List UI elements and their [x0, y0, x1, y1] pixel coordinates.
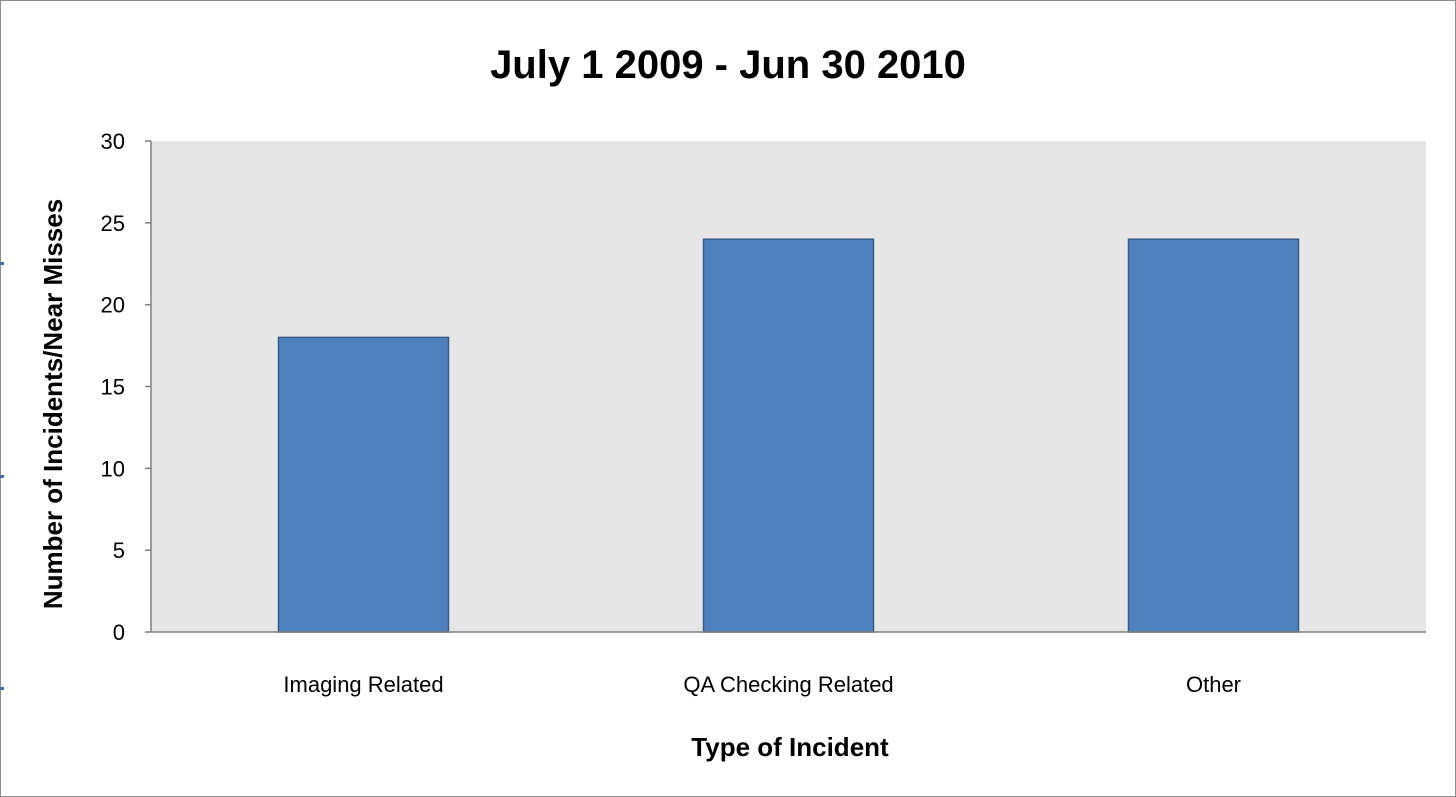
- y-tick-label: 0: [113, 620, 125, 645]
- y-tick-label: 30: [101, 129, 125, 154]
- y-tick-label: 20: [101, 293, 125, 318]
- chart-title: July 1 2009 - Jun 30 2010: [490, 43, 966, 87]
- y-tick-label: 15: [101, 375, 125, 400]
- edge-mark: [0, 687, 4, 690]
- x-tick-label: QA Checking Related: [683, 672, 893, 697]
- y-tick-label: 5: [113, 538, 125, 563]
- edge-mark: [0, 475, 4, 478]
- edge-mark: [0, 262, 4, 265]
- x-tick-label: Other: [1186, 672, 1241, 697]
- bar: [702, 238, 875, 633]
- x-tick-label: Imaging Related: [283, 672, 443, 697]
- bar: [1127, 238, 1300, 633]
- y-axis-title: Number of Incidents/Near Misses: [38, 199, 68, 609]
- bar: [277, 336, 450, 633]
- axes-layer: [145, 140, 1426, 633]
- x-axis-title: Type of Incident: [691, 732, 889, 762]
- y-tick-label: 10: [101, 456, 125, 481]
- x-tick-labels: Imaging Related QA Checking Related Other: [283, 672, 1241, 697]
- y-tick-label: 25: [101, 211, 125, 236]
- y-tick-labels: 0 5 10 15 20 25 30: [101, 129, 125, 645]
